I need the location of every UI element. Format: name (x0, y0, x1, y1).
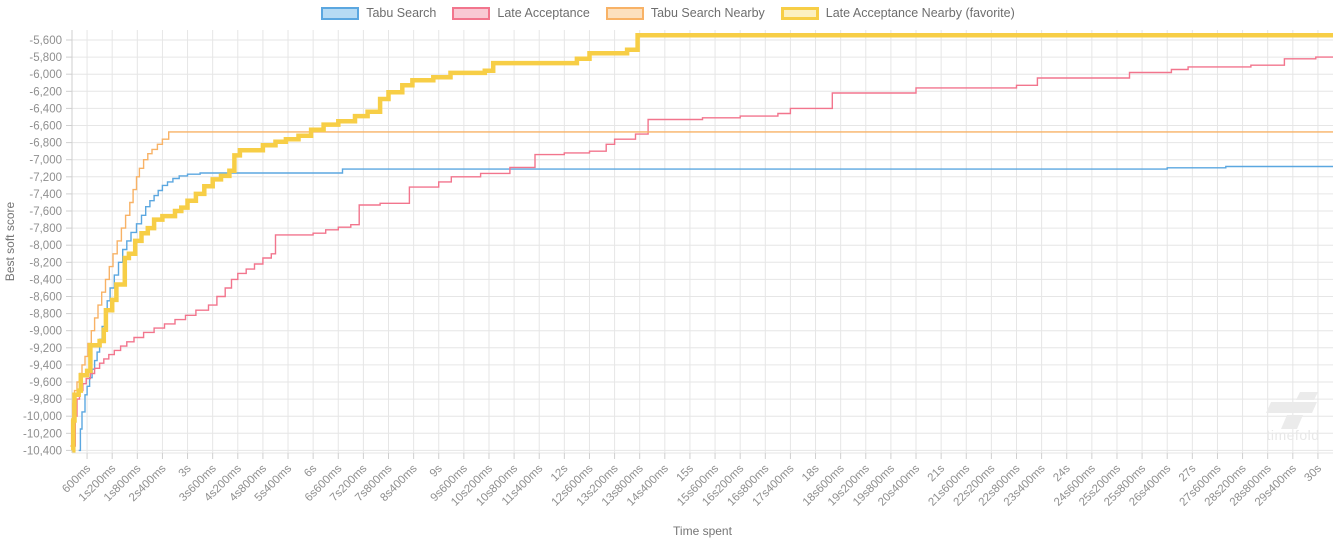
legend-label-tabu-search-nearby: Tabu Search Nearby (650, 6, 765, 20)
y-tick-label: -7,800 (29, 223, 62, 235)
series-lines (70, 33, 1333, 453)
y-tick-label: -9,800 (29, 394, 62, 406)
x-axis-title: Time spent (673, 524, 733, 538)
legend-label-late-acceptance-nearby: Late Acceptance Nearby (favorite) (825, 6, 1015, 20)
y-tick-label: -6,600 (29, 121, 62, 133)
timefold-logo-icon (1266, 392, 1318, 429)
x-tick-label: 3s (177, 462, 194, 479)
legend: Tabu Search Late Acceptance Tabu Search … (0, 6, 1336, 20)
axis-ticks (66, 39, 1319, 459)
y-tick-label: -8,000 (29, 240, 62, 252)
legend-swatch-tabu-search-nearby (605, 6, 644, 20)
y-tick-label: -5,600 (29, 35, 62, 47)
y-tick-label: -6,000 (29, 69, 62, 81)
y-tick-label: -9,400 (29, 360, 62, 372)
x-tick-label: 6s (302, 462, 319, 479)
y-tick-label: -10,000 (23, 411, 62, 423)
x-tick-label: 27s (1177, 462, 1199, 484)
y-tick-label: -7,400 (29, 189, 62, 201)
y-tick-label: -7,600 (29, 206, 62, 218)
y-axis-title: Best soft score (3, 201, 17, 281)
y-tick-label: -6,400 (29, 103, 62, 115)
y-tick-label: -5,800 (29, 52, 62, 64)
y-tick-label: -6,200 (29, 86, 62, 98)
y-tick-label: -8,200 (29, 257, 62, 269)
y-tick-label: -10,200 (23, 428, 62, 440)
gridlines (71, 30, 1333, 454)
x-tick-label: 15s (674, 462, 696, 484)
legend-item-tabu-search-nearby[interactable]: Tabu Search Nearby (605, 6, 765, 20)
y-tick-label: -6,800 (29, 138, 62, 150)
legend-swatch-late-acceptance (452, 6, 491, 20)
legend-swatch-tabu-search (321, 6, 360, 20)
legend-item-late-acceptance[interactable]: Late Acceptance (452, 6, 590, 20)
y-tick-label: -8,400 (29, 274, 62, 286)
x-tick-label: 18s (800, 462, 822, 484)
y-tick-label: -9,600 (29, 377, 62, 389)
x-tick-label: 12s (549, 462, 571, 484)
y-tick-label: -10,400 (23, 445, 62, 457)
x-tick-label: 30s (1302, 462, 1324, 484)
legend-swatch-late-acceptance-nearby (780, 6, 819, 20)
series-line-tabu-search (78, 165, 1333, 452)
series-line-late-acceptance-nearby-favorite (71, 33, 1333, 453)
y-tick-label: -8,600 (29, 292, 62, 304)
legend-label-tabu-search: Tabu Search (366, 6, 437, 20)
y-tick-label: -7,200 (29, 172, 62, 184)
legend-item-tabu-search[interactable]: Tabu Search (321, 6, 436, 20)
y-tick-label: -8,800 (29, 309, 62, 321)
watermark: timefold (1266, 392, 1319, 443)
legend-item-late-acceptance-nearby[interactable]: Late Acceptance Nearby (favorite) (780, 6, 1015, 20)
y-tick-label: -9,000 (29, 326, 62, 338)
x-tick-label: 21s (926, 462, 948, 484)
x-tick-label: 9s (428, 462, 445, 479)
y-tick-label: -9,200 (29, 343, 62, 355)
x-tick-label: 24s (1051, 462, 1073, 484)
series-line-late-acceptance (73, 56, 1333, 447)
legend-label-late-acceptance: Late Acceptance (497, 6, 590, 20)
timefold-watermark-text: timefold (1266, 427, 1319, 443)
y-tick-label: -7,000 (29, 155, 62, 167)
axis-labels: -5,600 -5,800 -6,000 -6,200 -6,400 -6,600 -6,8… (3, 35, 1324, 538)
